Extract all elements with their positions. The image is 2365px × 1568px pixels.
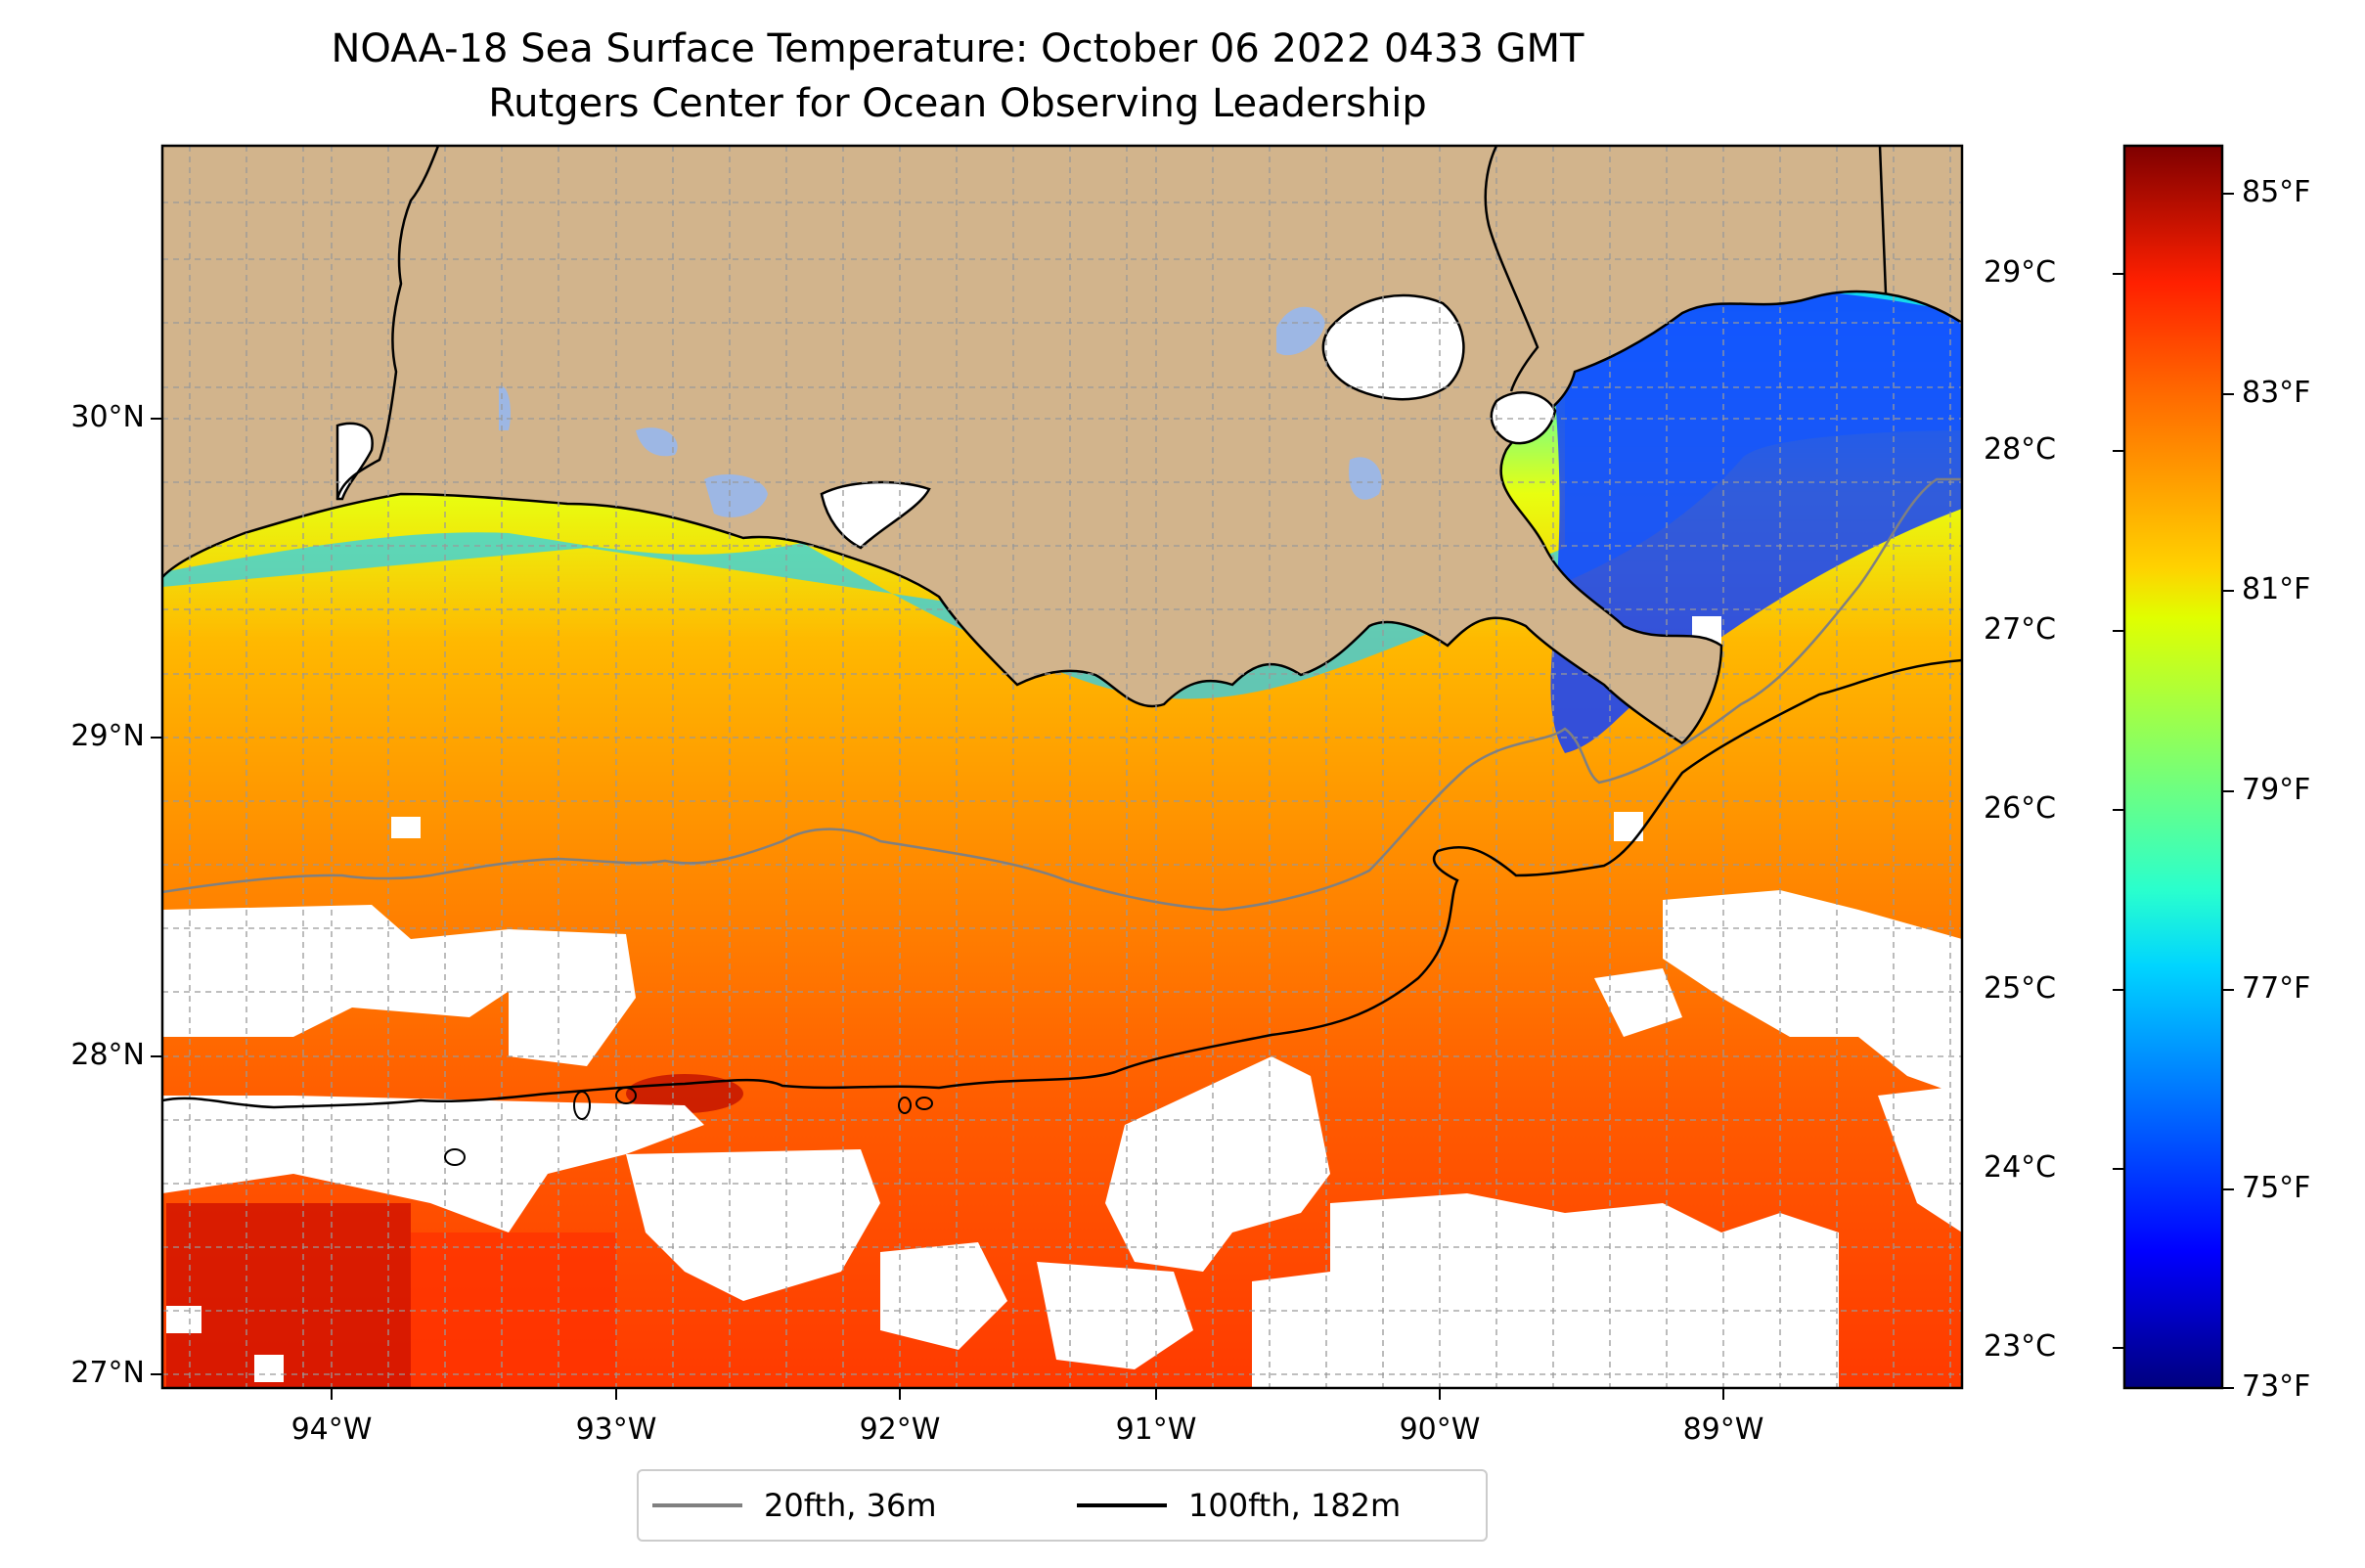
warm-pocket (626, 1074, 743, 1113)
legend-label: 100fth, 182m (1188, 1487, 1402, 1524)
colorbar-fahrenheit-label: 83°F (2242, 376, 2311, 410)
lat-label: 29°N (70, 719, 145, 753)
colorbar-fahrenheit-label: 75°F (2242, 1171, 2311, 1205)
lon-label: 93°W (575, 1412, 657, 1447)
isobath-20fth (162, 477, 1962, 912)
legend-item-100fth: 100fth, 182m (1077, 1471, 1401, 1540)
lake-pontchartrain (335, 293, 1557, 550)
colorbar-fahrenheit-label: 81°F (2242, 572, 2311, 606)
warm-pocket (166, 1203, 411, 1388)
legend-label: 20fth, 36m (764, 1487, 937, 1524)
land (162, 146, 1962, 743)
map-frame (160, 144, 1964, 1390)
map-subtitle: Rutgers Center for Ocean Observing Leade… (488, 81, 1427, 126)
lon-label: 90°W (1399, 1412, 1481, 1447)
gridlines (162, 202, 1962, 1375)
legend-swatch-black (1077, 1503, 1167, 1507)
lat-label: 27°N (70, 1356, 145, 1390)
colorbar-fahrenheit-label: 79°F (2242, 773, 2311, 807)
axis-ticks (151, 418, 1724, 1400)
colorbar-fahrenheit-label: 73°F (2242, 1369, 2311, 1404)
map-area (162, 146, 1962, 1388)
legend-swatch-gray (652, 1503, 742, 1507)
colorbar-celsius-label: 23°C (1984, 1329, 2057, 1364)
lon-label: 92°W (859, 1412, 941, 1447)
no-data-areas (162, 606, 1962, 1388)
state-borders (335, 146, 1888, 500)
legend-item-20fth: 20fth, 36m (652, 1471, 936, 1540)
lon-label: 94°W (290, 1412, 373, 1447)
colorbar-celsius-label: 28°C (1984, 432, 2057, 467)
lat-label: 30°N (70, 400, 145, 434)
colorbar-fahrenheit-label: 85°F (2242, 175, 2311, 209)
isobath-100fth (162, 658, 1962, 1109)
colorbar-celsius-label: 29°C (1984, 255, 2057, 290)
lon-label: 89°W (1682, 1412, 1764, 1447)
lon-label: 91°W (1115, 1412, 1197, 1447)
colorbar-celsius-label: 26°C (1984, 791, 2057, 826)
colorbar (2122, 144, 2224, 1390)
colorbar-celsius-label: 25°C (1984, 971, 2057, 1006)
lat-label: 28°N (70, 1038, 145, 1072)
map-title: NOAA-18 Sea Surface Temperature: October… (331, 26, 1584, 71)
colorbar-fahrenheit-label: 77°F (2242, 971, 2311, 1006)
gridlines-vertical (189, 146, 1951, 1388)
colorbar-celsius-label: 24°C (1984, 1150, 2057, 1185)
colorbar-ticks (2113, 193, 2234, 1389)
colorbar-celsius-label: 27°C (1984, 612, 2057, 647)
banks (444, 1087, 933, 1166)
legend: 20fth, 36m 100fth, 182m (637, 1469, 1488, 1542)
